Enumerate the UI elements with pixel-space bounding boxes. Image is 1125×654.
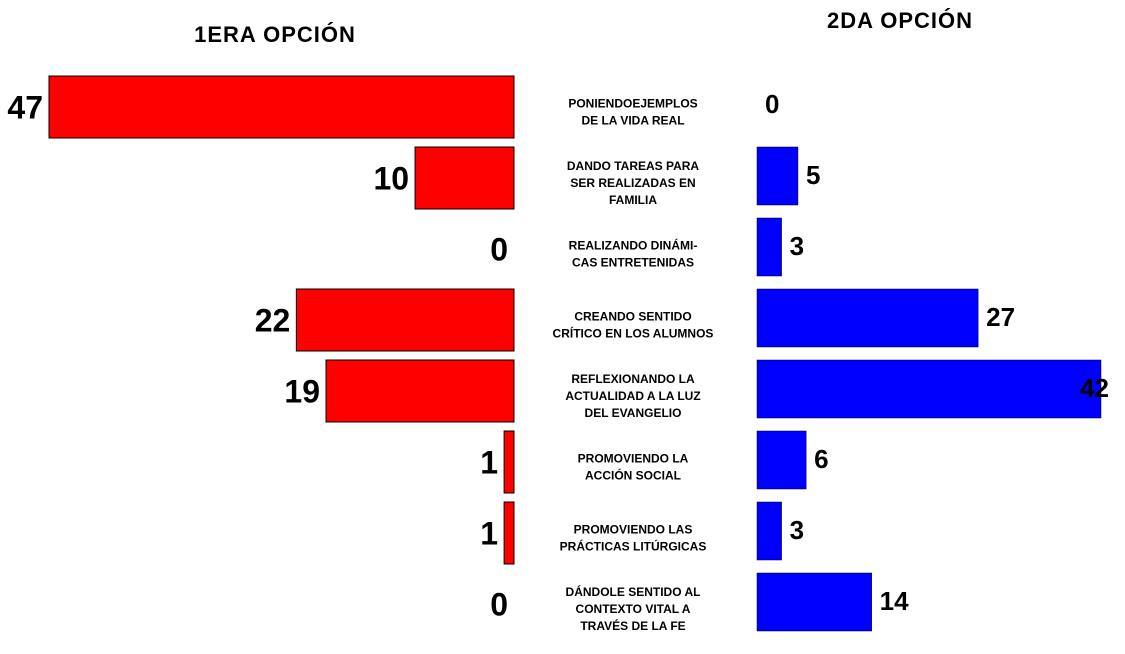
bar: [414, 146, 515, 210]
bar: [756, 572, 872, 632]
category-label: DE LA VIDA REAL: [581, 114, 684, 128]
category-label: PONIENDOEJEMPLOS: [568, 97, 697, 111]
value-label: 0: [490, 231, 508, 267]
category-label: CONTEXTO VITAL A: [576, 602, 691, 616]
bar: [756, 146, 799, 206]
bar: [756, 359, 1102, 419]
value-label: 3: [790, 231, 804, 261]
category-label: DANDO TAREAS PARA: [567, 159, 700, 173]
bar: [756, 288, 979, 348]
category-label: PROMOVIENDO LAS: [574, 523, 693, 537]
value-label: 0: [765, 89, 779, 119]
value-label: 6: [814, 444, 828, 474]
value-label: 14: [880, 586, 909, 616]
value-label: 1: [480, 444, 498, 480]
category-label: ACTUALIDAD A LA LUZ: [565, 389, 700, 403]
bar: [756, 217, 782, 277]
bar: [325, 359, 515, 423]
bar: [503, 430, 515, 494]
value-label: 0: [490, 586, 508, 622]
value-label: 27: [986, 302, 1015, 332]
bar: [48, 75, 515, 139]
value-label: 47: [7, 89, 43, 125]
value-label: 42: [1080, 373, 1109, 403]
category-label: SER REALIZADAS EN: [570, 176, 695, 190]
bar: [756, 501, 782, 561]
value-label: 5: [806, 160, 820, 190]
bar: [756, 430, 807, 490]
value-label: 1: [480, 515, 498, 551]
category-label: CAS ENTRETENIDAS: [572, 256, 694, 270]
bar: [503, 501, 515, 565]
category-label: ACCIÓN SOCIAL: [585, 468, 681, 483]
value-label: 22: [255, 302, 291, 338]
value-label: 19: [284, 373, 320, 409]
category-label: PROMOVIENDO LA: [578, 452, 689, 466]
right-title: 2DA OPCIÓN: [827, 8, 973, 33]
value-label: 3: [790, 515, 804, 545]
category-label: REALIZANDO DINÁMI-: [569, 238, 698, 253]
category-label: PRÁCTICAS LITÚRGICAS: [560, 539, 707, 554]
category-label: DEL EVANGELIO: [585, 406, 682, 420]
category-label: DÁNDOLE SENTIDO AL: [566, 584, 701, 599]
category-label: TRAVÉS DE LA FE: [580, 618, 685, 633]
category-label: FAMILIA: [609, 193, 657, 207]
category-label: REFLEXIONANDO LA: [571, 372, 695, 386]
bar: [295, 288, 515, 352]
value-label: 10: [373, 160, 409, 196]
left-title: 1ERA OPCIÓN: [194, 22, 356, 47]
category-label: CREANDO SENTIDO: [574, 310, 691, 324]
category-label: CRÍTICO EN LOS ALUMNOS: [553, 326, 714, 341]
